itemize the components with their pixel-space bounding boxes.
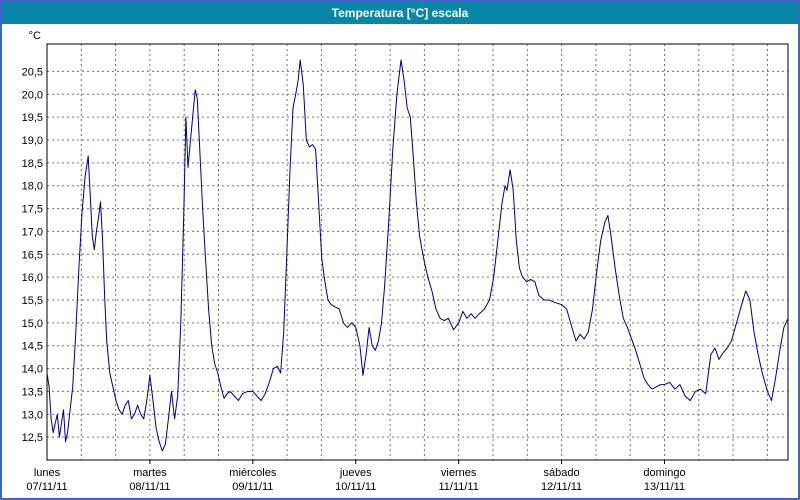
y-tick-label: 14,5 [22,341,43,353]
x-day-date: 12/11/11 [541,481,582,493]
y-tick-label: 13,5 [22,386,43,398]
temperature-chart: 12,5 13,0 13,5 14,0 14,5 15,0 15,5 16,0 16,5 17,0… [2,24,798,498]
chart-svg: 12,5 13,0 13,5 14,0 14,5 15,0 15,5 16,0 16,5 17,0… [22,30,789,493]
y-tick-label: 19,5 [22,112,43,124]
vertical-gridlines [80,44,768,460]
x-day-date: 13/11/11 [644,481,685,493]
window-title: Temperatura [°C] escala [331,6,469,20]
y-tick-label: 13,0 [22,409,43,421]
plot-area [47,44,788,460]
y-tick-label: 12,5 [22,432,43,444]
x-day-date: 10/11/11 [335,481,376,493]
x-day-name: miércoles [229,467,277,479]
y-tick-label: 17,5 [22,204,43,216]
y-tick-label: 15,5 [22,295,43,307]
y-axis-labels: 12,5 13,0 13,5 14,0 14,5 15,0 15,5 16,0 16,5 17,0… [22,66,43,444]
y-tick-label: 16,5 [22,249,43,261]
y-tick-label: 18,0 [22,181,43,193]
x-day-date: 07/11/11 [26,481,67,493]
x-day-date: 11/11/11 [438,481,478,493]
x-day-name: sábado [544,467,580,479]
y-tick-label: 20,0 [22,89,43,101]
x-day-name: martes [133,467,167,479]
y-tick-label: 20,5 [22,66,43,78]
y-tick-label: 19,0 [22,135,43,147]
x-day-date: 08/11/11 [129,481,170,493]
x-axis-labels: lunes 07/11/11 martes 08/11/11 miércoles 09/1… [26,460,686,493]
x-day-name: jueves [339,467,372,479]
horizontal-gridlines [47,70,788,438]
x-day-name: domingo [643,467,685,479]
x-day-name: viernes [441,467,477,479]
y-tick-label: 16,0 [22,272,43,284]
y-unit-label: °C [29,30,41,42]
x-day-name: lunes [34,467,61,479]
x-day-date: 09/11/11 [232,481,273,493]
temperature-line [46,59,789,452]
y-tick-label: 15,0 [22,318,43,330]
y-tick-label: 17,0 [22,226,43,238]
y-tick-label: 14,0 [22,364,43,376]
plot-border [46,43,789,461]
y-tick-label: 18,5 [22,158,43,170]
window-title-bar: Temperatura [°C] escala [2,2,798,24]
